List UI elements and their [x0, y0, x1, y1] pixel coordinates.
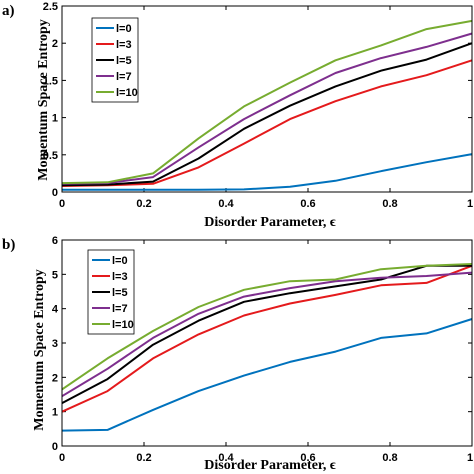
panel-a-series-line-l3 [61, 59, 473, 187]
panel-a-legend-label-l10: l=10 [116, 87, 138, 99]
panel-a-axes-frame [61, 5, 473, 193]
panel-a-y-axis-title: Momentum Space Entropy [36, 19, 51, 181]
panel-b-x-tick-label: 0.6 [300, 452, 315, 464]
panel-b-x-tick-label: 0.4 [218, 452, 234, 464]
panel-b-x-tick-label: 1 [467, 452, 473, 464]
panel-a-series-line-l10 [61, 19, 473, 185]
panel-b-y-tick-label: 6 [52, 235, 58, 247]
panel-a-legend-label-l3: l=3 [116, 39, 132, 51]
panel-b-y-axis-title: Momentum Space Entropy [32, 269, 47, 431]
panel-b-y-tick-label: 4 [52, 304, 59, 316]
panel-a-x-tick-label: 0.6 [300, 198, 315, 210]
panel-a-x-axis-title: Disorder Parameter, ϵ [204, 215, 336, 230]
panel-b-x-tick-label: 0.2 [136, 452, 151, 464]
panel-a-legend-label-l0: l=0 [116, 23, 132, 35]
panel-b-series-line-l0 [61, 318, 473, 432]
panel-a-x-tick-label: 0.2 [136, 198, 151, 210]
panel-a-y-tick-label: 2.5 [43, 1, 58, 13]
panel-b-legend-label-l10: l=10 [112, 319, 134, 331]
panel-b-legend-label-l7: l=7 [112, 303, 128, 315]
panel-a-y-tick-label: 1.5 [43, 75, 58, 87]
panel-a-y-tick-label: 2 [52, 38, 58, 50]
panel-b-legend-label-l0: l=0 [112, 255, 128, 267]
panel-b-x-tick-label: 0.8 [382, 452, 397, 464]
panel-b-label: b) [2, 237, 15, 253]
panel-a-x-tick-label: 0.4 [218, 198, 234, 210]
panel-a-label: a) [2, 3, 15, 19]
panel-b-legend: l=0 l=3 l=5 l=7 l=10 [87, 249, 135, 335]
panel-b-series-line-l7 [61, 271, 473, 398]
panel-b-x-axis-title: Disorder Parameter, ϵ [204, 458, 336, 473]
panel-b-lines [61, 263, 473, 432]
panel-a-legend-label-l5: l=5 [116, 55, 132, 67]
panel-b-axes-frame [61, 239, 473, 447]
panel-a-lines [61, 19, 473, 191]
panel-b-y-tick-label: 5 [52, 269, 58, 281]
panel-b-legend-label-l3: l=3 [112, 271, 128, 283]
panel-a-y-tick-label: 0 [52, 187, 58, 199]
panel-a: a) Momentum Space Entropy Disorder Param… [2, 1, 473, 230]
panel-a-series-line-l7 [61, 32, 473, 185]
panel-b-x-tick-label: 0 [59, 452, 65, 464]
panel-b: b) Momentum Space Entropy Disorder Param… [2, 235, 473, 473]
panel-b-legend-label-l5: l=5 [112, 287, 128, 299]
panel-a-x-tick-label: 1 [467, 198, 473, 210]
panel-a-legend-label-l7: l=7 [116, 71, 132, 83]
panel-b-series-line-l3 [61, 264, 473, 413]
panel-b-y-tick-label: 0 [52, 441, 58, 453]
panel-a-x-tick-label: 0.8 [382, 198, 397, 210]
panel-a-series-line-l5 [61, 42, 473, 187]
panel-b-y-tick-label: 2 [52, 372, 58, 384]
panel-b-y-tick-label: 1 [52, 407, 58, 419]
panel-a-y-tick-label: 0.5 [43, 150, 58, 162]
panel-b-y-tick-label: 3 [52, 338, 58, 350]
panel-a-series-line-l0 [62, 153, 473, 191]
panel-b-series-line-l10 [61, 263, 473, 391]
panel-a-legend: l=0 l=3 l=5 l=7 l=10 [91, 17, 139, 103]
panel-a-x-tick-label: 0 [59, 198, 65, 210]
panel-b-series-line-l5 [61, 264, 472, 404]
panel-a-y-tick-label: 1 [52, 113, 58, 125]
